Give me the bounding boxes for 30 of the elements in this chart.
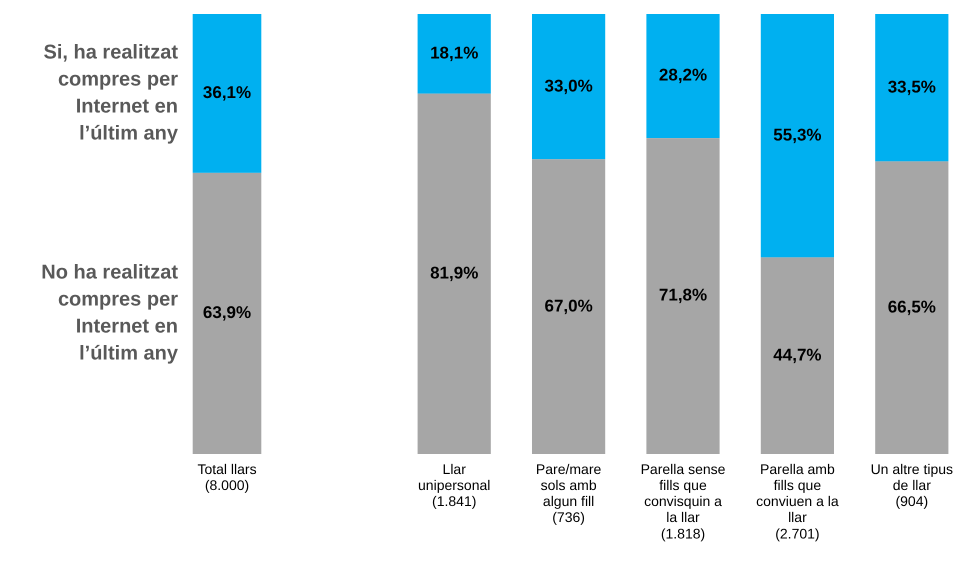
x-tick-label: Parella amb fills que conviuen a la llar (2.701) xyxy=(756,460,839,542)
data-label: 63,9% xyxy=(202,303,252,322)
data-label: 33,5% xyxy=(888,77,936,96)
bar xyxy=(646,14,720,138)
data-label: 36,1% xyxy=(202,83,252,102)
data-label: 81,9% xyxy=(430,264,478,283)
data-label: 55,3% xyxy=(773,125,822,144)
data-label: 28,2% xyxy=(658,66,708,85)
x-tick-label: Un altre tipus de llar (904) xyxy=(870,460,954,510)
bar xyxy=(646,138,720,454)
x-tick-label: Llar unipersonal (1.841) xyxy=(418,460,490,510)
bar xyxy=(418,14,491,94)
x-tick-label: Pare/mare sols amb algun fill (736) xyxy=(536,460,602,526)
bar xyxy=(532,159,606,454)
x-tick-label: Parella sense fills que convisquin a la llar (1.818) xyxy=(640,460,726,542)
bar xyxy=(532,14,606,160)
bar xyxy=(875,161,948,454)
data-label: 18,1% xyxy=(430,44,478,63)
data-label: 44,7% xyxy=(773,345,822,364)
series-label: Si, ha realitzat compres per Internet en l’últim any xyxy=(44,41,179,144)
x-tick-label: Total llars (8.000) xyxy=(197,460,257,494)
bar xyxy=(418,94,491,454)
bar xyxy=(760,257,834,454)
data-label: 66,5% xyxy=(888,297,936,316)
data-label: 67,0% xyxy=(544,296,593,316)
data-label: 33,0% xyxy=(544,76,593,96)
data-label: 71,8% xyxy=(658,286,708,305)
bar xyxy=(875,14,948,162)
series-label: No ha realitzat compres per Internet en l’últim any xyxy=(41,261,179,364)
bar xyxy=(760,14,834,258)
